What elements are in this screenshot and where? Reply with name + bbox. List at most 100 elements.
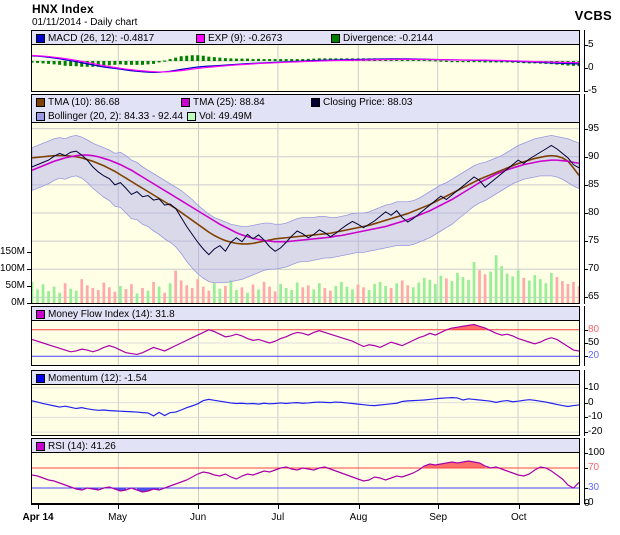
legend-item: Divergence: -0.2144: [327, 31, 433, 45]
legend-label: TMA (10): 86.68: [48, 96, 120, 108]
axis-tick-label: 90: [588, 150, 600, 162]
legend-label: Bollinger (20, 2): 84.33 - 92.44: [48, 110, 184, 122]
macd-panel: MACD (26, 12): -0.4817 EXP (9): -0.2673 Di…: [31, 30, 580, 92]
legend-item: EXP (9): -0.2673: [192, 31, 327, 45]
rsi-panel: RSI (14): 41.26: [31, 438, 580, 504]
legend-label: Closing Price: 88.03: [323, 96, 413, 108]
legend-label: RSI (14): 41.26: [48, 440, 116, 452]
axis-tick-label: 0: [588, 497, 594, 508]
x-axis-tick-label: Jul: [271, 512, 285, 523]
x-axis-tick-label: Oct: [511, 512, 527, 523]
x-axis-tick-label: May: [108, 512, 128, 523]
legend-label: Money Flow Index (14): 31.8: [48, 308, 175, 320]
momentum-plot: [32, 385, 579, 435]
x-axis-tick-mark: [438, 504, 440, 509]
axis-tick-mark: [584, 343, 588, 344]
axis-tick-mark: [27, 268, 31, 270]
axis-tick-label: 0: [588, 62, 594, 73]
axis-tick-mark: [584, 402, 588, 404]
legend-label: TMA (25): 88.84: [193, 96, 265, 108]
axis-spine: [584, 306, 585, 366]
axis-tick-label: -20: [588, 426, 603, 438]
axis-tick-mark: [584, 297, 588, 299]
axis-tick-mark: [584, 213, 588, 214]
x-axis-spine: [31, 504, 580, 505]
mfi-plot: [32, 321, 579, 365]
axis-spine: [584, 30, 585, 92]
axis-tick-mark: [584, 91, 588, 92]
legend-item: TMA (25): 88.84: [177, 95, 307, 109]
rsi-plot: [32, 453, 579, 503]
axis-tick-label: 50: [588, 337, 600, 348]
axis-tick-label: 95: [588, 122, 600, 134]
axis-tick-mark: [584, 432, 588, 434]
price-panel: TMA (10): 86.68 TMA (25): 88.84 Closing Pr…: [31, 94, 580, 304]
axis-tick-mark: [584, 356, 588, 358]
axis-tick-mark: [584, 184, 588, 186]
axis-spine: [584, 94, 585, 304]
momentum-legend: Momentum (12): -1.54: [32, 371, 579, 385]
mfi-panel: Money Flow Index (14): 31.8: [31, 306, 580, 366]
axis-tick-mark: [27, 251, 31, 253]
axis-tick-label: 75: [588, 235, 600, 247]
legend-label: Divergence: -0.2144: [343, 32, 434, 44]
series-swatch: [36, 373, 45, 383]
series-swatch: [36, 441, 45, 451]
brand-label: VCBS: [574, 8, 612, 23]
series-swatch: [181, 97, 190, 107]
legend-item: RSI (14): 41.26: [32, 439, 116, 453]
axis-tick-label: -10: [588, 411, 603, 423]
legend-label: MACD (26, 12): -0.4817: [48, 32, 155, 44]
axis-tick-label: 30: [588, 482, 600, 493]
axis-tick-mark: [584, 128, 588, 130]
axis-tick-mark: [584, 468, 588, 469]
axis-tick-label: -5: [588, 85, 597, 96]
page-title: HNX Index: [32, 2, 94, 16]
mfi-legend: Money Flow Index (14): 31.8: [32, 307, 579, 321]
x-axis-end-marker: 0: [584, 498, 590, 509]
volume-axis-tick-label: 50M: [5, 279, 25, 291]
axis-tick-label: 80: [588, 207, 600, 218]
series-swatch: [36, 309, 45, 319]
axis-tick-label: 80: [588, 323, 600, 335]
axis-tick-label: 85: [588, 178, 600, 190]
axis-tick-mark: [584, 68, 588, 69]
series-swatch: [36, 97, 45, 107]
legend-item: Bollinger (20, 2): 84.33 - 92.44: [32, 109, 183, 123]
momentum-panel: Momentum (12): -1.54: [31, 370, 580, 436]
x-axis-tick-mark: [277, 504, 279, 509]
axis-tick-mark: [584, 329, 588, 331]
chart-subtitle: 01/11/2014 - Daily chart: [32, 17, 138, 28]
legend-item: Momentum (12): -1.54: [32, 371, 147, 385]
axis-tick-mark: [584, 269, 588, 271]
x-axis-tick-label: Aug: [349, 512, 368, 523]
series-swatch: [331, 33, 340, 43]
axis-spine: [584, 370, 585, 436]
x-axis-tick-mark: [38, 504, 39, 509]
series-swatch: [187, 111, 197, 121]
axis-tick-mark: [27, 303, 31, 304]
axis-tick-mark: [584, 503, 588, 504]
axis-tick-mark: [584, 453, 588, 454]
axis-tick-label: 20: [588, 350, 600, 362]
legend-item: Closing Price: 88.03: [307, 95, 442, 109]
axis-tick-label: 5: [588, 39, 594, 50]
axis-tick-mark: [584, 45, 588, 46]
x-axis-tick-mark: [117, 504, 119, 509]
axis-tick-mark: [584, 417, 588, 419]
x-axis: Apr 14 May Jun Jul Aug Sep Oct 0: [0, 498, 620, 535]
chart-header: HNX Index 01/11/2014 - Daily chart VCBS: [0, 0, 620, 30]
axis-tick-label: 10: [588, 381, 600, 393]
axis-tick-mark: [584, 156, 588, 158]
volume-axis-tick-label: 0M: [11, 297, 25, 308]
x-axis-tick-label: Apr 14: [22, 512, 54, 523]
macd-legend: MACD (26, 12): -0.4817 EXP (9): -0.2673 Di…: [32, 31, 579, 45]
axis-tick-mark: [584, 488, 588, 489]
axis-tick-label: 0: [588, 396, 594, 408]
series-swatch: [36, 33, 45, 43]
series-swatch: [311, 97, 320, 107]
legend-label: EXP (9): -0.2673: [208, 32, 283, 44]
volume-axis-tick-label: 100M: [0, 262, 25, 274]
x-axis-tick-mark: [358, 504, 360, 509]
